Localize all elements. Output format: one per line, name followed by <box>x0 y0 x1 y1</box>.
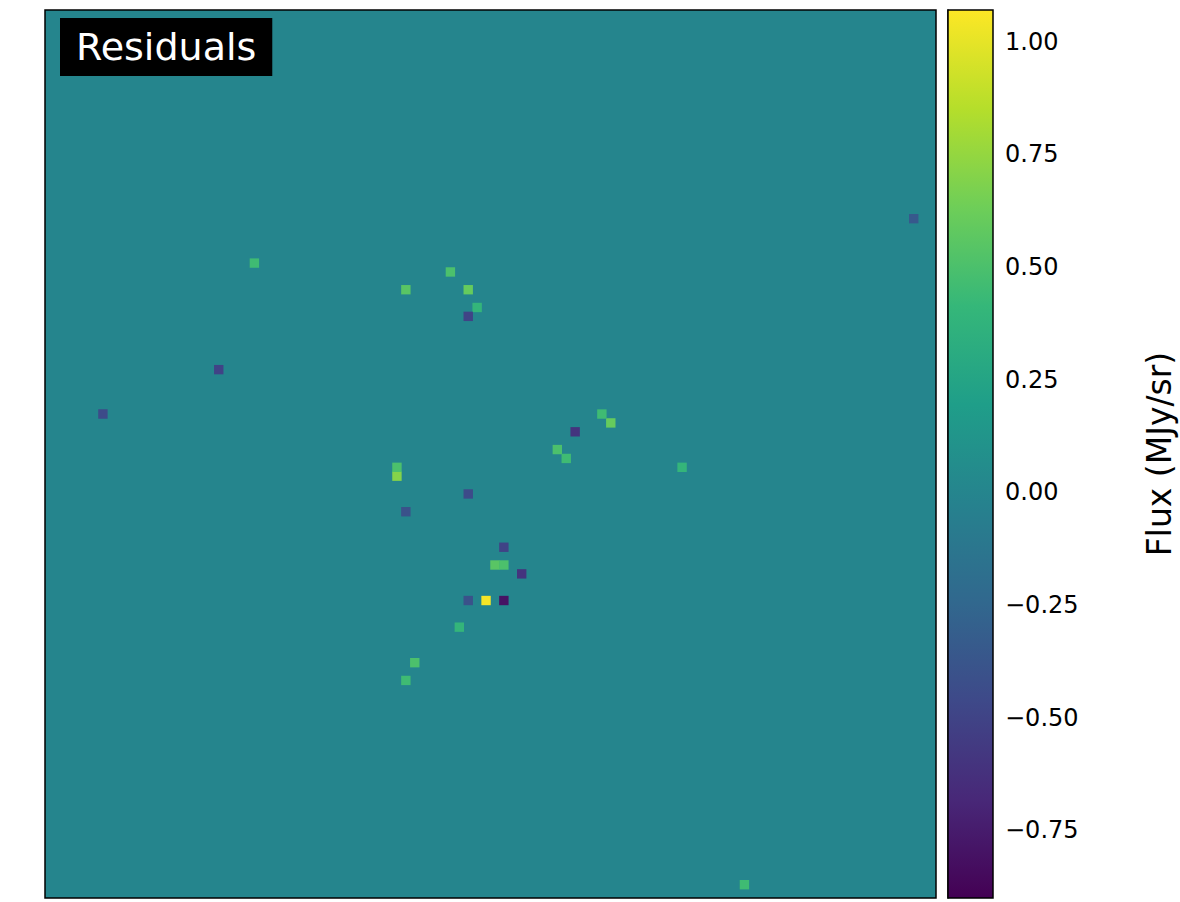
svg-text:−0.25: −0.25 <box>1005 591 1079 619</box>
svg-text:1.00: 1.00 <box>1005 28 1058 56</box>
svg-text:0.75: 0.75 <box>1005 140 1058 168</box>
svg-text:0.00: 0.00 <box>1005 478 1058 506</box>
svg-text:0.25: 0.25 <box>1005 366 1058 394</box>
svg-text:0.50: 0.50 <box>1005 253 1058 281</box>
svg-text:−0.50: −0.50 <box>1005 704 1079 732</box>
svg-text:Residuals: Residuals <box>76 25 256 69</box>
svg-text:Flux (MJy/sr): Flux (MJy/sr) <box>1140 352 1179 556</box>
svg-text:−0.75: −0.75 <box>1005 816 1079 844</box>
